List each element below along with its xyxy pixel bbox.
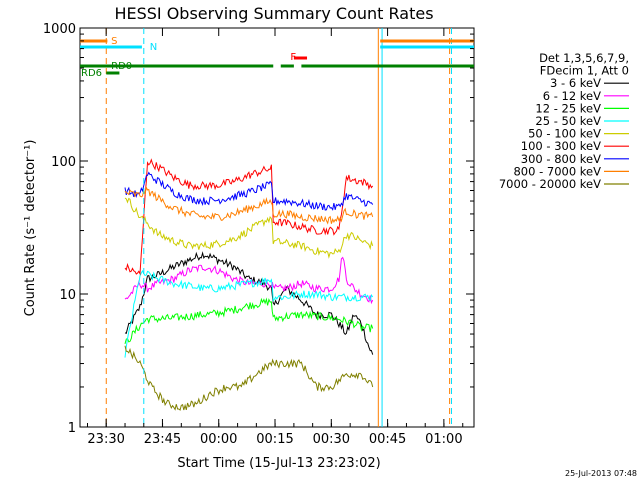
- legend-item-label: 50 - 100 keV: [528, 127, 601, 141]
- x-tick-label: 01:00: [425, 432, 462, 447]
- y-tick-label: 1000: [43, 22, 76, 37]
- flag-label-rd6: RD6: [81, 68, 102, 79]
- x-axis-label: Start Time (15-Jul-13 23:23:02): [177, 456, 380, 471]
- x-tick-label: 00:00: [200, 432, 237, 447]
- legend-item-label: 800 - 7000 keV: [513, 164, 601, 178]
- legend-item-label: 12 - 25 keV: [535, 101, 601, 115]
- series-line-7000-20000-kev: [124, 345, 374, 411]
- legend-item-label: 100 - 300 keV: [521, 139, 601, 153]
- plot-area: S N RD0 RD6 F: [79, 27, 475, 428]
- y-tick-label: 1: [68, 421, 76, 436]
- legend-item-label: 3 - 6 keV: [550, 76, 601, 90]
- legend-header: FDecim 1, Att 0: [540, 64, 629, 78]
- legend-item-label: 25 - 50 keV: [535, 114, 601, 128]
- y-axis-label: Count Rate (s⁻¹ detector⁻¹): [23, 140, 38, 317]
- legend-item-label: 300 - 800 keV: [521, 152, 601, 166]
- x-tick-label: 23:45: [144, 432, 181, 447]
- legend-item-label: 7000 - 20000 keV: [499, 177, 601, 191]
- plot-frame: [79, 27, 475, 428]
- series-line-300-800-kev: [124, 171, 374, 211]
- y-tick-label: 10: [59, 288, 76, 303]
- x-tick-label: 00:15: [256, 432, 293, 447]
- y-tick-label: 100: [51, 155, 76, 170]
- series-line-800-7000-kev: [124, 185, 374, 225]
- series-line-25-50-kev: [124, 269, 374, 358]
- legend-header: Det 1,3,5,6,7,9,: [539, 51, 629, 65]
- legend-item-label: 6 - 12 keV: [543, 89, 601, 103]
- flag-label-f: F: [290, 52, 296, 63]
- x-tick-label: 00:30: [313, 432, 350, 447]
- flag-label-n: N: [150, 42, 157, 53]
- series-line-12-25-kev: [124, 297, 374, 345]
- series-line-50-100-kev: [124, 197, 374, 259]
- chart-title: HESSI Observing Summary Count Rates: [114, 4, 433, 23]
- series-line-3-6-kev: [124, 251, 374, 355]
- axis-ticks: 23:30 23:45 00:00 00:15 00:30 00:45 01:00 1 10 10…: [43, 22, 474, 447]
- legend: Det 1,3,5,6,7,9,FDecim 1, Att 03 - 6 keV…: [499, 51, 629, 191]
- x-tick-label: 23:30: [87, 432, 124, 447]
- series-lines: [124, 158, 374, 411]
- timestamp: 25-Jul-2013 07:48: [565, 469, 637, 478]
- series-line-100-300-kev: [124, 158, 374, 276]
- flag-label-rd0: RD0: [111, 61, 132, 72]
- x-tick-label: 00:45: [369, 432, 406, 447]
- flag-label-s: S: [111, 36, 117, 47]
